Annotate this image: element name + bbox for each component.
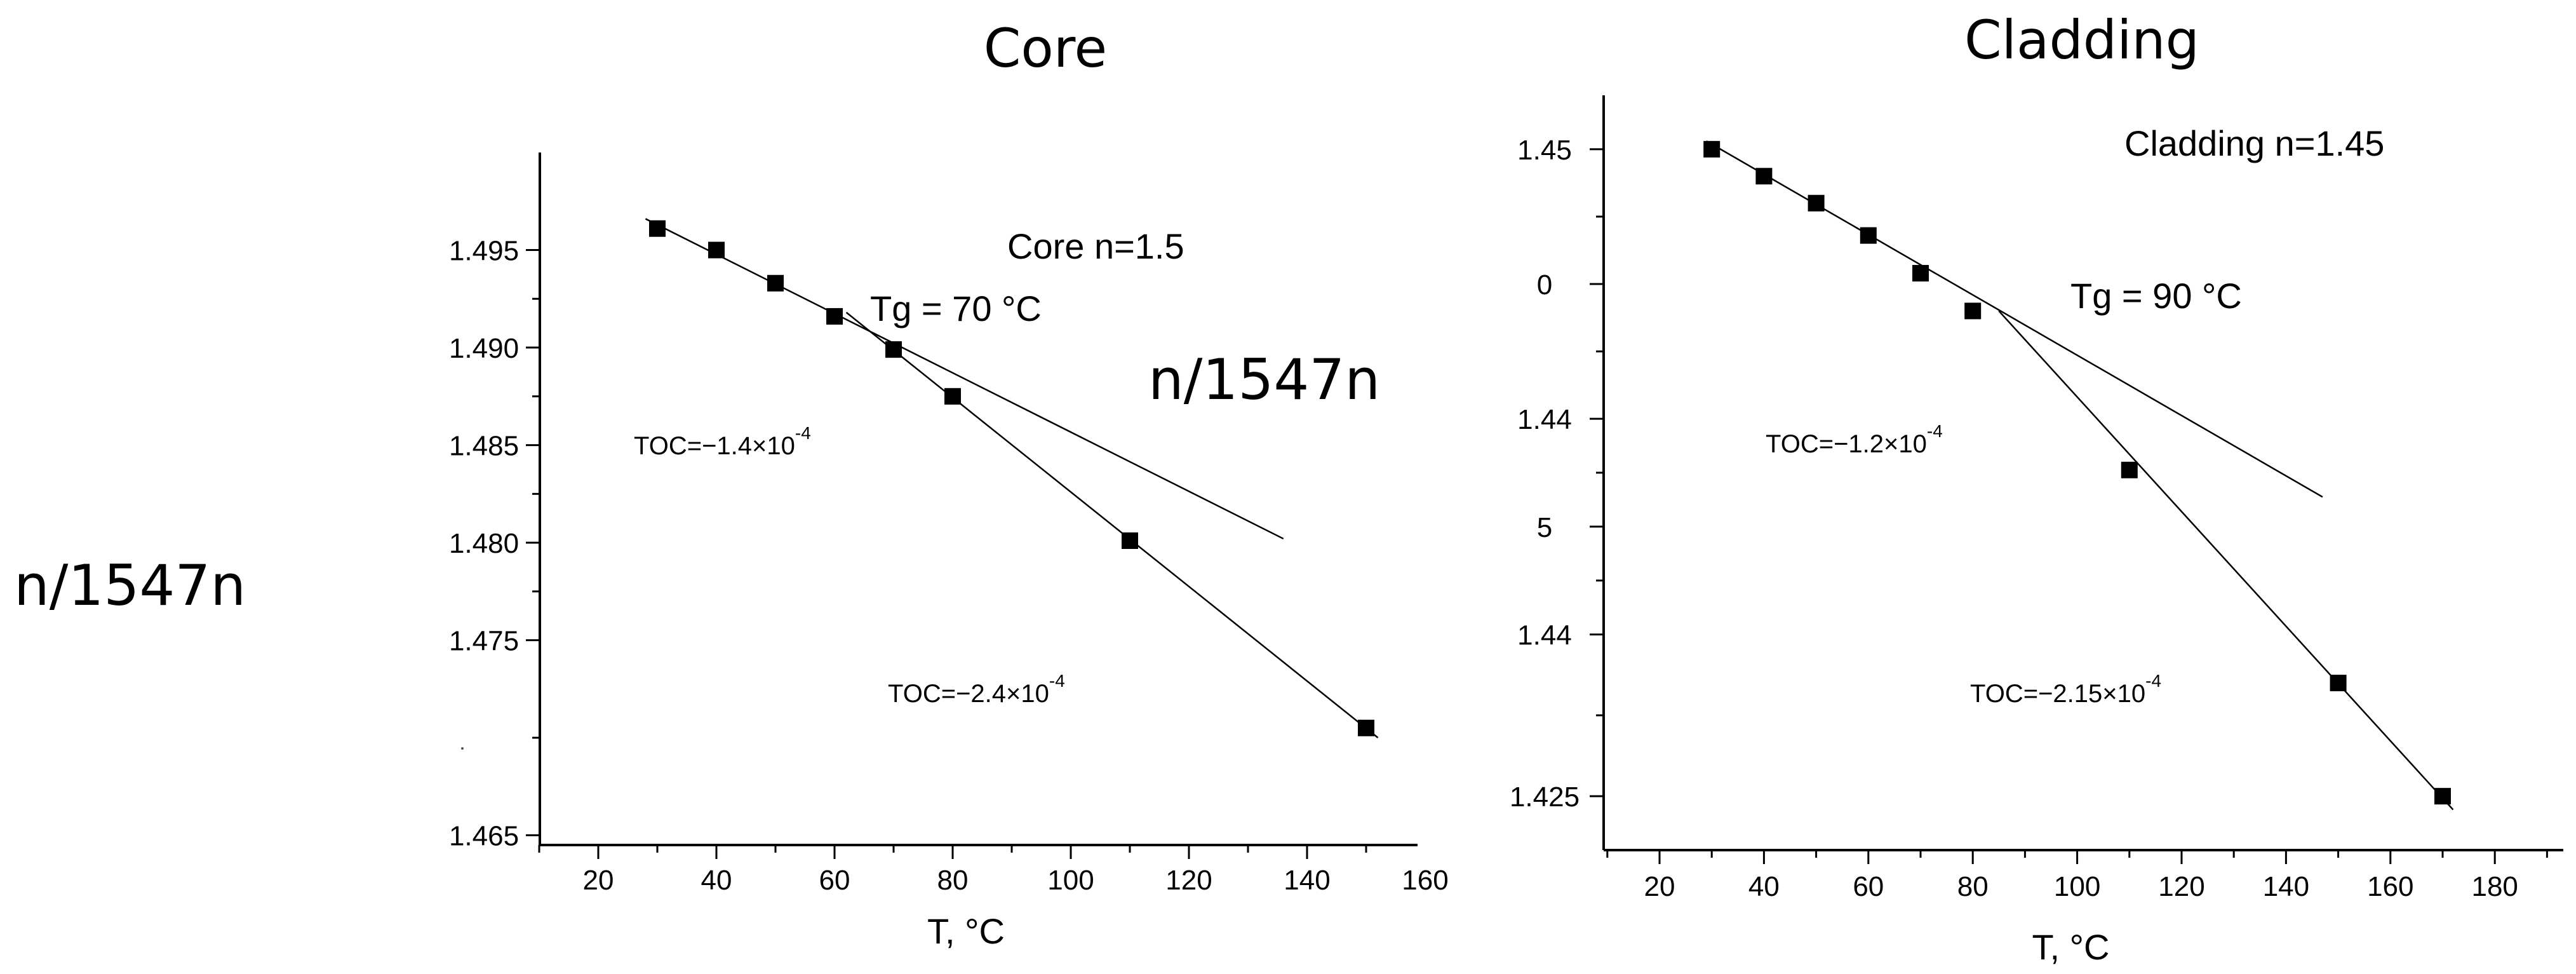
- y-tick-label: 1.44: [1517, 404, 1572, 435]
- toc-high-label: TOC=−2.15×10-4: [1970, 671, 2161, 708]
- x-tick-label: 120: [2158, 871, 2204, 902]
- shared-y-axis-label: n/1547n: [14, 553, 246, 618]
- x-tick-label: 120: [1165, 865, 1212, 896]
- x-tick-label: 40: [701, 865, 732, 896]
- data-point: [2121, 461, 2138, 478]
- toc-base: TOC=−2.4×10: [888, 680, 1049, 708]
- data-point: [1755, 168, 1773, 185]
- x-tick-label: 160: [1402, 865, 1448, 896]
- data-point: [885, 341, 902, 358]
- data-point: [1122, 532, 1138, 550]
- tg-annotation: Tg = 90 °C: [2070, 276, 2242, 316]
- x-tick-label: 40: [1748, 871, 1780, 902]
- toc-high-label: TOC=−2.4×10-4: [888, 671, 1065, 708]
- toc-exponent: -4: [795, 423, 811, 443]
- fit-line-2: [1998, 310, 2454, 811]
- data-point: [944, 388, 961, 405]
- tg-annotation: Tg = 70 °C: [870, 288, 1042, 328]
- data-point: [826, 308, 843, 325]
- toc-base: TOC=−2.15×10: [1970, 680, 2145, 708]
- y-tick-label: 1.480: [449, 528, 519, 559]
- data-point: [649, 220, 666, 237]
- y-tick-label: 1.465: [449, 821, 519, 852]
- legend-text: Core n=1.5: [1007, 226, 1184, 266]
- x-axis-label: T, °C: [2032, 927, 2110, 967]
- toc-exponent: -4: [2145, 671, 2161, 691]
- toc-low-label: TOC=−1.2×10-4: [1766, 421, 1943, 458]
- y-tick-label: 1.475: [449, 626, 519, 657]
- y-tick-label: 5: [1537, 512, 1552, 543]
- toc-low-label: TOC=−1.4×10-4: [634, 423, 811, 460]
- data-point: [1358, 719, 1374, 736]
- y-tick-label: 1.44: [1517, 620, 1572, 651]
- toc-exponent: -4: [1927, 421, 1943, 441]
- x-tick-label: 140: [1284, 865, 1330, 896]
- data-point: [2434, 788, 2451, 805]
- x-tick-label: 60: [1853, 871, 1884, 902]
- x-tick-label: 160: [2367, 871, 2413, 902]
- x-tick-label: 80: [1957, 871, 1989, 902]
- data-point: [1964, 302, 1982, 320]
- x-tick-label: 60: [819, 865, 850, 896]
- fit-line-2: [845, 311, 1379, 739]
- data-point: [1860, 227, 1877, 244]
- data-point: [708, 241, 725, 259]
- toc-exponent: -4: [1049, 671, 1065, 691]
- fit-line-1: [645, 218, 1284, 540]
- chart-title: Core: [984, 17, 1107, 79]
- y-tick-label: 0: [1537, 269, 1552, 301]
- stray-dot: [461, 747, 464, 750]
- chart-cladding-group: Cladding 20 40 60 80 100 120 140 160 180 1.45 0 1.44…: [1510, 9, 2563, 967]
- legend-text: Cladding n=1.45: [2124, 123, 2384, 163]
- toc-base: TOC=−1.2×10: [1766, 430, 1927, 458]
- x-tick-label: 100: [2054, 871, 2100, 902]
- x-tick-label: 80: [937, 865, 969, 896]
- data-point: [1808, 194, 1825, 212]
- y-tick-label: 1.495: [449, 236, 519, 267]
- x-tick-label: 180: [2471, 871, 2518, 902]
- y-tick-label: 1.490: [449, 333, 519, 364]
- y-tick-label: 1.45: [1517, 135, 1572, 166]
- chart-title: Cladding: [1964, 9, 2199, 71]
- x-tick-label: 20: [583, 865, 614, 896]
- chart-core-group: Core 20 40 60 80 100 120 140 160 1.495 1.490 1.485 1…: [449, 17, 1449, 951]
- x-tick-label: 20: [1644, 871, 1675, 902]
- data-point: [1912, 265, 1929, 282]
- y-tick-label: 1.485: [449, 431, 519, 462]
- x-tick-label: 100: [1047, 865, 1094, 896]
- data-point: [2330, 674, 2347, 691]
- x-tick-label: 140: [2263, 871, 2309, 902]
- x-axis-label: T, °C: [927, 911, 1005, 951]
- data-point: [1703, 140, 1721, 158]
- toc-base: TOC=−1.4×10: [634, 432, 795, 460]
- data-point: [767, 274, 784, 292]
- y-tick-label: 1.425: [1510, 781, 1580, 813]
- inline-y-label: n/1547n: [1148, 347, 1380, 412]
